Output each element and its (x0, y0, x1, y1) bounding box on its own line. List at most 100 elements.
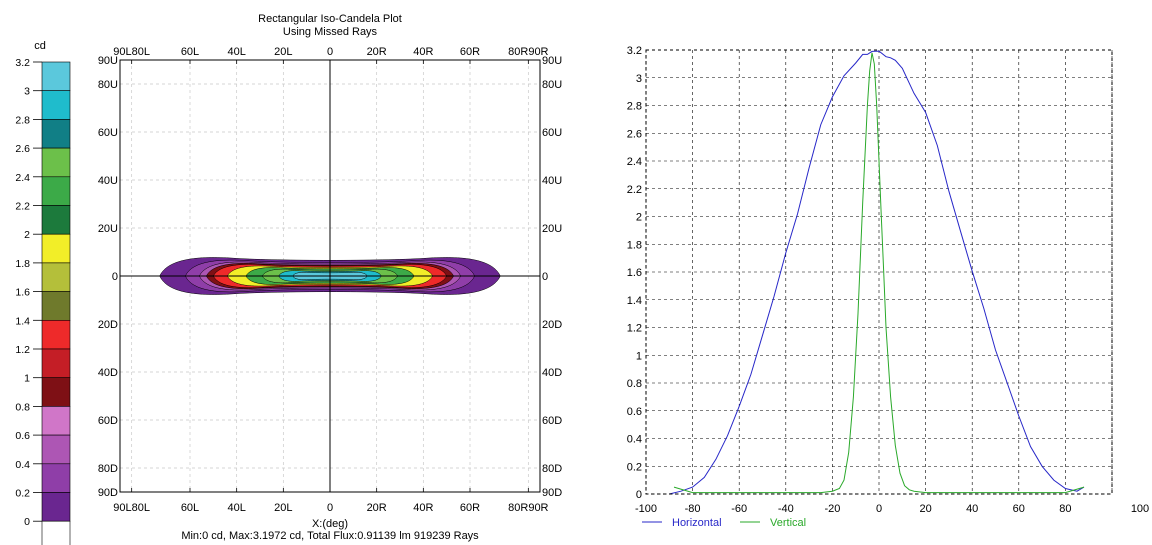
iso-right-tick-label: 60U (542, 127, 562, 139)
line-y-tick-label: 2.2 (627, 184, 642, 196)
colorbar-tick-label: 1 (24, 373, 30, 385)
colorbar-tick-label: 2.2 (15, 201, 30, 213)
colorbar-tick-label: 1.6 (15, 287, 30, 299)
iso-right-tick-label: 40U (542, 175, 562, 187)
line-x-tick-label: 60 (1013, 503, 1025, 515)
colorbar-swatch (41, 319, 71, 350)
line-x-tick-label: -80 (685, 503, 701, 515)
iso-subtitle: Using Missed Rays (283, 26, 378, 38)
iso-right-tick-label: 80U (542, 79, 562, 91)
line-y-tick-label: 0 (636, 489, 642, 501)
colorbar-swatch (41, 90, 71, 120)
colorbar-tick-label: 0 (24, 516, 30, 528)
iso-bottom-tick-label: 60L (181, 502, 199, 514)
colorbar-tick-label: 0.8 (15, 401, 30, 413)
line-x-tick-label: 80 (1059, 503, 1071, 515)
line-y-tick-label: 1.6 (627, 267, 642, 279)
iso-bottom-tick-label: 40L (227, 502, 245, 514)
iso-top-tick-label: 20L (274, 46, 292, 58)
series-line-horizontal (669, 50, 1085, 495)
iso-candela-plot: Rectangular Iso-Candela Plot Using Misse… (15, 13, 562, 545)
colorbar-tick-label: 1.4 (15, 315, 30, 327)
iso-left-tick-label: 40D (98, 367, 118, 379)
colorbar-swatch (41, 377, 71, 407)
line-x-tick-label: 40 (966, 503, 978, 515)
line-y-tick-label: 3.2 (627, 45, 642, 57)
iso-title: Rectangular Iso-Candela Plot (258, 13, 402, 25)
colorbar-swatch (41, 233, 71, 264)
iso-bottom-tick-label: 20R (367, 502, 387, 514)
iso-left-tick-label: 20D (98, 319, 118, 331)
iso-right-tick-label: 20D (542, 319, 562, 331)
colorbar-swatch (41, 291, 71, 321)
colorbar-tick-label: 1.2 (15, 344, 30, 356)
iso-left-tick-label: 90U (98, 55, 118, 67)
iso-bottom-tick-label: 20L (274, 502, 292, 514)
colorbar-tick-label: 0.6 (15, 430, 30, 442)
iso-left-tick-label: 90D (98, 487, 118, 499)
colorbar-tick-label: 0.4 (15, 459, 30, 471)
line-frame (645, 49, 1113, 495)
iso-ticks: 90L80L 60L 40L 20L 0 20R 40R 60R 80R90R 90L80L 60L… (98, 46, 562, 514)
line-y-tick-label: 3 (636, 73, 642, 85)
iso-top-tick-label: 20R (367, 46, 387, 58)
colorbar-swatch (41, 434, 71, 465)
line-y-tick-label: 2 (636, 212, 642, 224)
iso-center-axes (120, 60, 540, 492)
line-y-tick-label: 0.2 (627, 461, 642, 473)
colorbar-swatch (41, 492, 71, 522)
line-x-tick-label: 100 (1131, 503, 1149, 515)
iso-left-tick-label: 60U (98, 127, 118, 139)
line-x-tick-label: -60 (731, 503, 747, 515)
colorbar-swatch (41, 119, 71, 149)
iso-left-tick-label: 60D (98, 415, 118, 427)
line-y-tick-label: 0.6 (627, 406, 642, 418)
line-y-tick-label: 0.8 (627, 378, 642, 390)
iso-right-tick-label: 20U (542, 223, 562, 235)
line-grid (645, 49, 1113, 495)
colorbar-swatch (41, 520, 71, 545)
profile-plot: -100 -80 -60 -40 -20 0 20 40 60 80 100 0 0.2 0.4 0.6 0.… (627, 45, 1149, 529)
colorbar-tick-label: 2.8 (15, 114, 30, 126)
line-y-tick-label: 1 (636, 350, 642, 362)
line-y-tick-label: 0.4 (627, 434, 642, 446)
iso-top-tick-label: 40L (227, 46, 245, 58)
iso-footer: Min:0 cd, Max:3.1972 cd, Total Flux:0.91… (181, 530, 479, 542)
line-x-tick-label: 0 (876, 503, 882, 515)
colorbar-swatch (41, 348, 71, 379)
colorbar-tick-label: 1.8 (15, 258, 30, 270)
line-y-tick-label: 1.2 (627, 323, 642, 335)
line-x-tick-label: -100 (635, 503, 657, 515)
iso-xlabel: X:(deg) (312, 518, 348, 530)
colorbar-tick-label: 3 (24, 86, 30, 98)
colorbar-swatch (41, 61, 71, 92)
iso-top-tick-label: 40R (413, 46, 433, 58)
line-x-tick-label: -40 (778, 503, 794, 515)
iso-left-tick-label: 80U (98, 79, 118, 91)
iso-bottom-tick-label: 0 (327, 502, 333, 514)
iso-top-tick-label: 60R (460, 46, 480, 58)
colorbar-swatch (41, 176, 71, 206)
iso-top-tick-label: 80R90R (508, 46, 548, 58)
line-series (669, 50, 1085, 495)
iso-right-tick-label: 60D (542, 415, 562, 427)
line-x-tick-label: 20 (919, 503, 931, 515)
line-x-tick-label: -20 (824, 503, 840, 515)
iso-right-tick-label: 90U (542, 55, 562, 67)
colorbar: cd 3.2 3 2.8 2.6 2.4 2.2 2 1.8 1.6 1.4 1.2 1 0.8 0.6 0… (15, 40, 71, 545)
iso-top-tick-label: 0 (327, 46, 333, 58)
legend-label-horizontal: Horizontal (672, 517, 722, 529)
line-y-tick-label: 1.4 (627, 295, 642, 307)
colorbar-tick-label: 0.2 (15, 488, 30, 500)
iso-top-tick-label: 60L (181, 46, 199, 58)
line-ticks: -100 -80 -60 -40 -20 0 20 40 60 80 100 0 0.2 0.4 0.6 0.… (627, 45, 1149, 515)
line-y-tick-label: 2.4 (627, 156, 642, 168)
colorbar-swatch (41, 406, 71, 436)
iso-bottom-tick-label: 40R (413, 502, 433, 514)
iso-top-tick-label: 90L80L (113, 46, 150, 58)
colorbar-swatch (41, 463, 71, 493)
iso-left-tick-label: 20U (98, 223, 118, 235)
iso-right-tick-label: 80D (542, 463, 562, 475)
colorbar-tick-label: 2.4 (15, 172, 30, 184)
